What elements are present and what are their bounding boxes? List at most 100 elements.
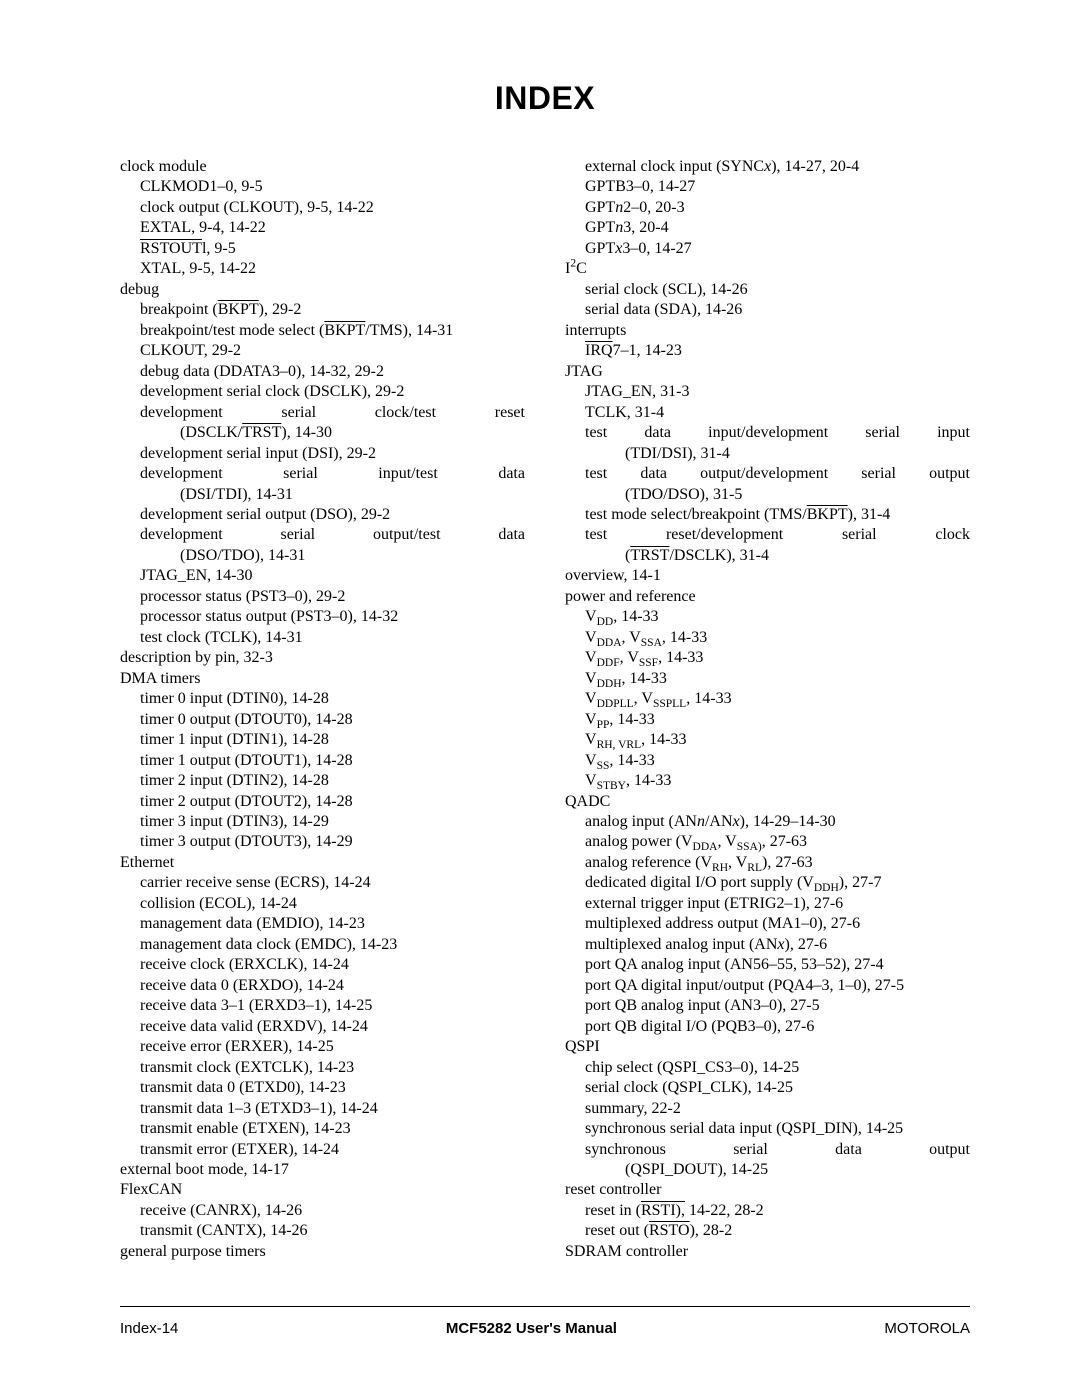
index-column-2: external clock input (SYNCx), 14-27, 20-… [565,157,970,1262]
index-entry: reset in (RSTI), 14-22, 28-2 [585,1201,970,1221]
index-entry: (TRST/DSCLK), 31-4 [625,546,970,566]
footer-left: Index-14 [120,1320,178,1337]
index-entry: VDDH, 14-33 [585,669,970,689]
index-entry: VSS, 14-33 [585,751,970,771]
index-entry: developmentserialinput/testdata [140,464,525,484]
index-entry: overview, 14-1 [565,566,970,586]
index-entry: power and reference [565,587,970,607]
index-entry: multiplexed analog input (ANx), 27-6 [585,935,970,955]
index-entry: testdatainput/developmentserialinput [585,423,970,443]
index-entry: transmit data 1–3 (ETXD3–1), 14-24 [140,1099,525,1119]
index-entry: timer 2 output (DTOUT2), 14-28 [140,792,525,812]
index-entry: port QB digital I/O (PQB3–0), 27-6 [585,1017,970,1037]
index-entry: transmit enable (ETXEN), 14-23 [140,1119,525,1139]
index-entry: multiplexed address output (MA1–0), 27-6 [585,914,970,934]
index-entry: receive data valid (ERXDV), 14-24 [140,1017,525,1037]
index-entry: EXTAL, 9-4, 14-22 [140,218,525,238]
index-entry: testdataoutput/developmentserialoutput [585,464,970,484]
index-entry: carrier receive sense (ECRS), 14-24 [140,873,525,893]
index-columns: clock moduleCLKMOD1–0, 9-5clock output (… [120,157,970,1262]
index-entry: timer 0 input (DTIN0), 14-28 [140,689,525,709]
index-entry: collision (ECOL), 14-24 [140,894,525,914]
index-entry: timer 3 input (DTIN3), 14-29 [140,812,525,832]
index-entry: description by pin, 32-3 [120,648,525,668]
index-entry: receive error (ERXER), 14-25 [140,1037,525,1057]
index-entry: SDRAM controller [565,1242,970,1262]
index-entry: VRH, VRL, 14-33 [585,730,970,750]
index-entry: synchronousserialdataoutput [585,1140,970,1160]
index-entry: TCLK, 31-4 [585,403,970,423]
index-entry: analog power (VDDA, VSSA), 27-63 [585,832,970,852]
index-entry: analog reference (VRH, VRL), 27-63 [585,853,970,873]
index-entry: VDDPLL, VSSPLL, 14-33 [585,689,970,709]
index-entry: (DSI/TDI), 14-31 [180,485,525,505]
index-entry: external clock input (SYNCx), 14-27, 20-… [585,157,970,177]
index-entry: QSPI [565,1037,970,1057]
index-entry: general purpose timers [120,1242,525,1262]
index-entry: serial data (SDA), 14-26 [585,300,970,320]
index-entry: FlexCAN [120,1180,525,1200]
index-entry: dedicated digital I/O port supply (VDDH)… [585,873,970,893]
index-entry: developmentserialclock/testreset [140,403,525,423]
index-entry: Ethernet [120,853,525,873]
index-entry: JTAG [565,362,970,382]
index-entry: development serial clock (DSCLK), 29-2 [140,382,525,402]
index-entry: (TDI/DSI), 31-4 [625,444,970,464]
index-entry: receive clock (ERXCLK), 14-24 [140,955,525,975]
index-entry: receive (CANRX), 14-26 [140,1201,525,1221]
index-entry: XTAL, 9-5, 14-22 [140,259,525,279]
index-entry: (TDO/DSO), 31-5 [625,485,970,505]
index-entry: timer 3 output (DTOUT3), 14-29 [140,832,525,852]
index-entry: serial clock (SCL), 14-26 [585,280,970,300]
index-entry: reset controller [565,1180,970,1200]
index-entry: timer 1 input (DTIN1), 14-28 [140,730,525,750]
index-entry: IRQ7–1, 14-23 [585,341,970,361]
index-entry: transmit clock (EXTCLK), 14-23 [140,1058,525,1078]
index-entry: development serial output (DSO), 29-2 [140,505,525,525]
page: INDEX clock moduleCLKMOD1–0, 9-5clock ou… [0,0,1080,1397]
index-entry: testreset/developmentserialclock [585,525,970,545]
index-entry: external trigger input (ETRIG2–1), 27-6 [585,894,970,914]
index-entry: port QA analog input (AN56–55, 53–52), 2… [585,955,970,975]
index-entry: port QB analog input (AN3–0), 27-5 [585,996,970,1016]
index-entry: CLKOUT, 29-2 [140,341,525,361]
footer-rule [120,1306,970,1307]
index-entry: QADC [565,792,970,812]
index-entry: timer 2 input (DTIN2), 14-28 [140,771,525,791]
index-entry: VDDA, VSSA, 14-33 [585,628,970,648]
index-entry: processor status (PST3–0), 29-2 [140,587,525,607]
index-entry: test clock (TCLK), 14-31 [140,628,525,648]
index-entry: receive data 3–1 (ERXD3–1), 14-25 [140,996,525,1016]
index-entry: RSTOUTl, 9-5 [140,239,525,259]
index-entry: GPTn2–0, 20-3 [585,198,970,218]
index-entry: GPTn3, 20-4 [585,218,970,238]
index-entry: VDD, 14-33 [585,607,970,627]
index-entry: interrupts [565,321,970,341]
index-entry: serial clock (QSPI_CLK), 14-25 [585,1078,970,1098]
index-entry: summary, 22-2 [585,1099,970,1119]
index-entry: transmit data 0 (ETXD0), 14-23 [140,1078,525,1098]
index-entry: timer 1 output (DTOUT1), 14-28 [140,751,525,771]
index-entry: processor status output (PST3–0), 14-32 [140,607,525,627]
page-title: INDEX [120,80,970,117]
index-column-1: clock moduleCLKMOD1–0, 9-5clock output (… [120,157,525,1262]
index-entry: VSTBY, 14-33 [585,771,970,791]
index-entry: GPTB3–0, 14-27 [585,177,970,197]
footer-right: MOTOROLA [884,1320,970,1337]
index-entry: transmit error (ETXER), 14-24 [140,1140,525,1160]
index-entry: JTAG_EN, 14-30 [140,566,525,586]
index-entry: debug data (DDATA3–0), 14-32, 29-2 [140,362,525,382]
index-entry: management data (EMDIO), 14-23 [140,914,525,934]
index-entry: (DSCLK/TRST), 14-30 [180,423,525,443]
index-entry: transmit (CANTX), 14-26 [140,1221,525,1241]
index-entry: breakpoint (BKPT), 29-2 [140,300,525,320]
index-entry: VDDF, VSSF, 14-33 [585,648,970,668]
index-entry: external boot mode, 14-17 [120,1160,525,1180]
index-entry: chip select (QSPI_CS3–0), 14-25 [585,1058,970,1078]
index-entry: reset out (RSTO), 28-2 [585,1221,970,1241]
index-entry: (DSO/TDO), 14-31 [180,546,525,566]
index-entry: port QA digital input/output (PQA4–3, 1–… [585,976,970,996]
index-entry: test mode select/breakpoint (TMS/BKPT), … [585,505,970,525]
index-entry: clock module [120,157,525,177]
index-entry: GPTx3–0, 14-27 [585,239,970,259]
